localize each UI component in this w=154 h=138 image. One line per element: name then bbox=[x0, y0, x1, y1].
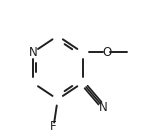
Text: N: N bbox=[28, 46, 37, 59]
Text: N: N bbox=[99, 101, 108, 114]
Text: F: F bbox=[50, 120, 57, 133]
Text: O: O bbox=[102, 46, 111, 59]
